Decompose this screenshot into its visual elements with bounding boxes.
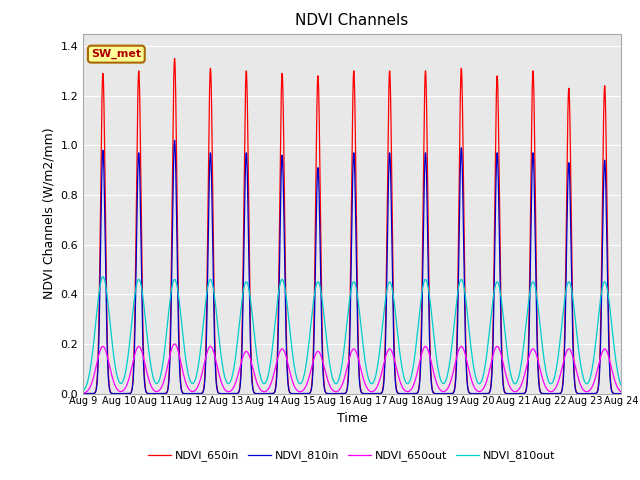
NDVI_810out — [177, 314, 185, 320]
Line: NDVI_810in: NDVI_810in — [83, 140, 621, 394]
NDVI_650in — [402, 391, 410, 396]
NDVI_650out — [171, 341, 179, 347]
NDVI_650in — [79, 391, 87, 396]
NDVI_650in — [429, 389, 436, 395]
NDVI_650out — [481, 384, 488, 390]
NDVI_810in — [522, 390, 529, 396]
NDVI_810in — [171, 137, 179, 143]
NDVI_650in — [171, 56, 179, 61]
NDVI_810in — [617, 391, 625, 396]
NDVI_810out — [402, 379, 410, 385]
NDVI_650out — [522, 369, 529, 374]
NDVI_810out — [429, 324, 436, 330]
NDVI_810in — [402, 391, 410, 396]
NDVI_650out — [429, 367, 436, 372]
Legend: NDVI_650in, NDVI_810in, NDVI_650out, NDVI_810out: NDVI_650in, NDVI_810in, NDVI_650out, NDV… — [144, 446, 560, 466]
NDVI_650in — [285, 385, 292, 391]
Line: NDVI_810out: NDVI_810out — [83, 277, 621, 391]
NDVI_810in — [481, 391, 488, 396]
NDVI_650in — [617, 391, 625, 396]
Title: NDVI Channels: NDVI Channels — [296, 13, 408, 28]
NDVI_810out — [522, 328, 529, 334]
NDVI_650out — [285, 364, 292, 370]
NDVI_650out — [79, 390, 87, 396]
X-axis label: Time: Time — [337, 412, 367, 425]
NDVI_810in — [285, 386, 292, 392]
NDVI_810out — [285, 316, 292, 322]
NDVI_810in — [79, 391, 87, 396]
NDVI_810out — [481, 367, 488, 372]
NDVI_650out — [617, 389, 625, 395]
NDVI_810in — [177, 384, 185, 390]
Line: NDVI_650in: NDVI_650in — [83, 59, 621, 394]
NDVI_650in — [177, 383, 185, 388]
NDVI_810out — [99, 274, 107, 280]
Text: SW_met: SW_met — [92, 49, 141, 59]
NDVI_810out — [79, 388, 87, 394]
Y-axis label: NDVI Channels (W/m2/mm): NDVI Channels (W/m2/mm) — [42, 128, 55, 300]
NDVI_650in — [522, 389, 529, 395]
NDVI_810in — [429, 389, 436, 395]
Line: NDVI_650out: NDVI_650out — [83, 344, 621, 393]
NDVI_650out — [177, 360, 185, 366]
NDVI_810out — [617, 382, 625, 387]
NDVI_650in — [481, 391, 488, 396]
NDVI_650out — [402, 388, 410, 394]
